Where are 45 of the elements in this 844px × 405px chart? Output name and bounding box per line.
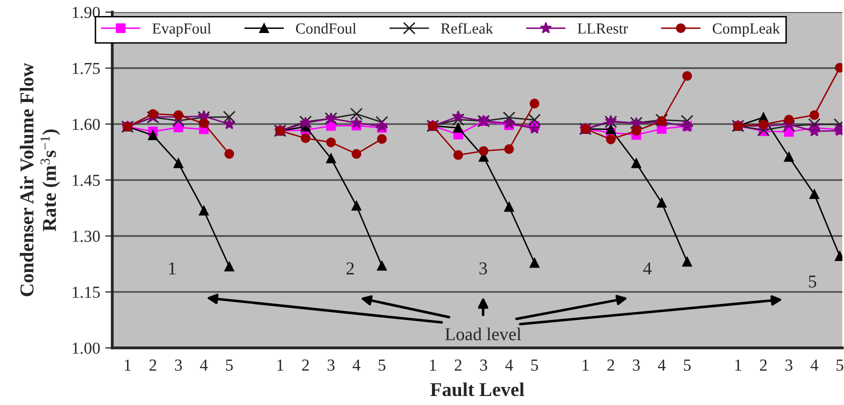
x-tick-label: 1 <box>735 360 742 371</box>
x-tick-label: 2 <box>302 360 309 371</box>
x-tick-label: 3 <box>480 360 488 371</box>
x-tick-label: 2 <box>760 360 767 371</box>
x-tick-label: 1 <box>582 360 589 371</box>
x-axis-title: Fault Level <box>430 382 524 396</box>
x-tick-label: 2 <box>150 360 156 371</box>
y-tick-label: 1.60 <box>72 118 100 130</box>
y-tick-label: 1.45 <box>72 174 100 186</box>
legend-label: CompLeak <box>712 22 780 37</box>
x-tick-label: 5 <box>684 360 691 371</box>
x-tick-label: 4 <box>810 360 818 371</box>
x-tick-label: 4 <box>658 360 666 371</box>
x-tick-label: 2 <box>454 360 462 371</box>
legend-label: EvapFoul <box>152 22 212 37</box>
x-tick-label: 5 <box>836 360 844 371</box>
legend-label: LLRestr <box>578 24 628 34</box>
x-tick-label: 5 <box>531 360 538 371</box>
annotation: 4 <box>643 262 652 274</box>
x-tick-label: 2 <box>607 360 614 371</box>
x-tick-label: 4 <box>200 360 208 371</box>
legend-label: CondFoul <box>296 22 356 34</box>
x-tick-label: 5 <box>226 360 233 371</box>
x-tick-label: 4 <box>505 360 513 371</box>
annotation: 5 <box>808 276 816 288</box>
x-tick-label: 1 <box>430 360 436 371</box>
annotation: 2 <box>346 262 354 274</box>
x-tick-label: 3 <box>328 360 335 371</box>
annotation: 3 <box>479 262 487 275</box>
x-tick-label: 5 <box>378 360 386 371</box>
x-tick-label: 3 <box>632 360 640 371</box>
x-tick-label: 3 <box>786 360 792 371</box>
x-tick-label: 1 <box>277 360 284 371</box>
y-axis-title: Condenser Air Volume Flow Rate (m$^{3}$s$^{−1}$) <box>20 62 60 296</box>
annotation: Load level <box>445 328 522 340</box>
x-tick-label: 4 <box>352 360 360 371</box>
legend-label: RefLeak <box>440 22 494 34</box>
x-tick-label: 3 <box>175 360 182 371</box>
y-tick-label: 1.90 <box>72 6 100 18</box>
y-tick-label: 1.75 <box>72 62 100 74</box>
x-tick-label: 1 <box>124 360 131 371</box>
annotation: 1 <box>169 262 176 274</box>
y-tick-label: 1.30 <box>72 230 100 242</box>
y-tick-label: 1.15 <box>72 286 100 298</box>
y-tick-label: 1.00 <box>72 342 100 354</box>
